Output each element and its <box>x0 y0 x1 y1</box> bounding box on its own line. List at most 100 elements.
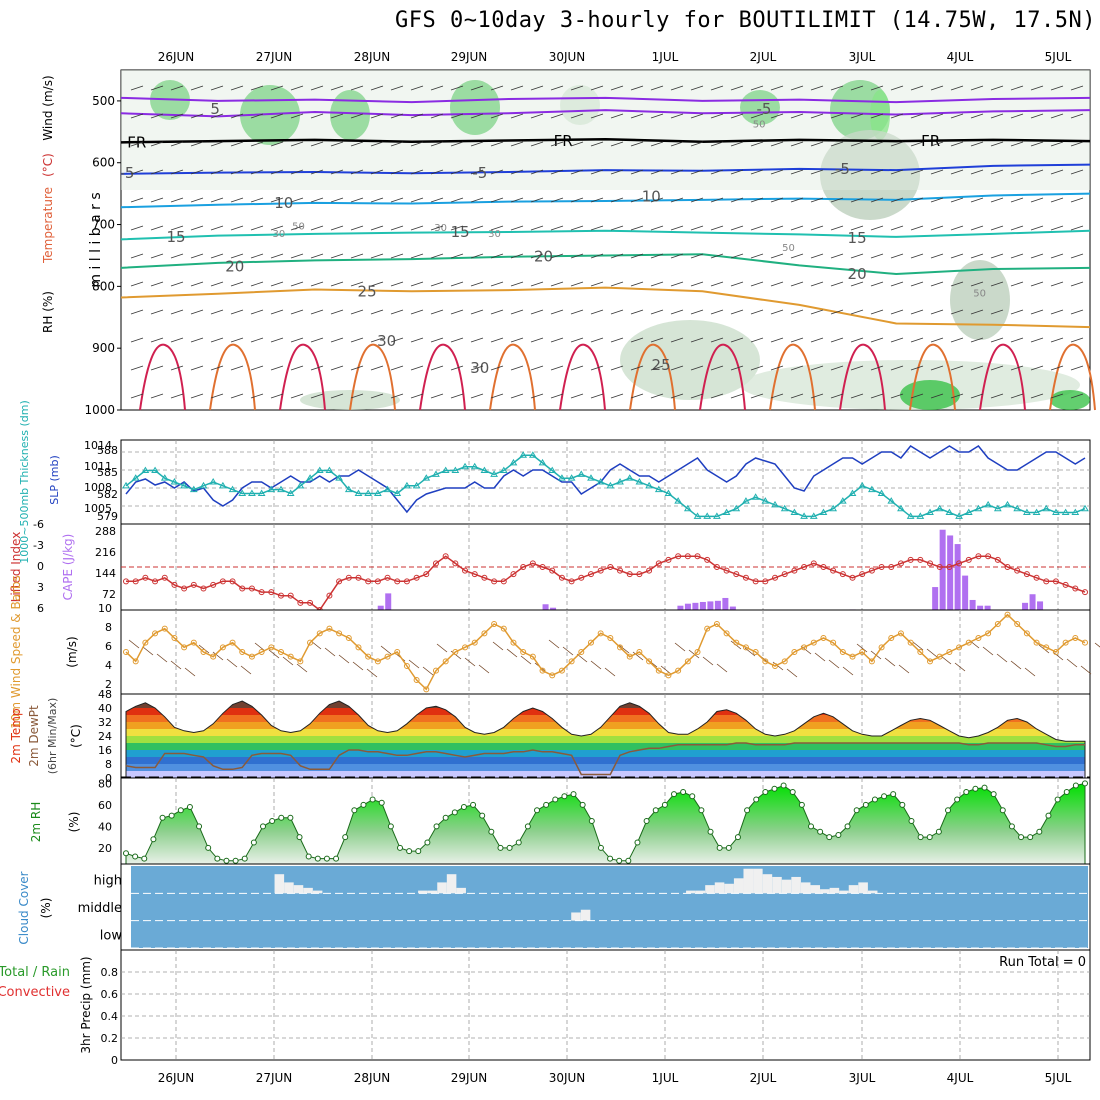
axis-label-li: Lifted Index <box>9 532 23 603</box>
cloud-bar <box>820 889 830 894</box>
wind-barb <box>690 225 704 231</box>
li-line-point <box>403 578 410 585</box>
wind-barb <box>530 281 544 287</box>
wind-barb <box>910 197 924 203</box>
wind-barb <box>210 281 224 287</box>
wind-barb <box>370 85 384 91</box>
wind-barb <box>350 337 364 343</box>
rh2m-point <box>954 796 961 803</box>
wind-barb <box>1010 660 1022 670</box>
wind-barb <box>506 648 518 658</box>
wind-barb <box>1030 281 1044 287</box>
wind-barb <box>1030 365 1044 371</box>
li-line-point <box>597 567 604 574</box>
wind-barb <box>570 309 584 315</box>
wind-barb <box>870 253 884 259</box>
wind-barb <box>1010 365 1024 371</box>
li-line-point <box>297 599 304 606</box>
contour-label: 30 <box>273 229 286 240</box>
contour-label: FR <box>127 133 146 151</box>
cape-bar <box>707 601 714 610</box>
wind-speed-line-point <box>655 667 662 674</box>
li-line-point <box>239 585 246 592</box>
wind-speed-line-point <box>394 649 401 655</box>
wind-barb <box>790 113 804 119</box>
wind-speed-line-point <box>830 639 837 646</box>
wind-speed-line-point <box>520 649 527 655</box>
wind-barb <box>330 309 344 315</box>
wind-barb <box>1050 85 1064 91</box>
thickness-line-point <box>858 481 867 489</box>
wind-barb <box>550 365 564 371</box>
wind-barb <box>230 281 244 287</box>
wind-barb <box>604 667 616 677</box>
wind-barb <box>690 393 704 399</box>
wind-speed-line-point <box>181 644 188 651</box>
li-line-point <box>181 585 188 592</box>
wind-barb <box>290 253 304 259</box>
wind-barb <box>850 141 864 147</box>
li-line-point <box>210 581 217 588</box>
wind-barb <box>436 643 448 653</box>
wind-barb <box>370 197 384 203</box>
li-line-point <box>762 578 769 585</box>
li-line-point <box>219 578 226 585</box>
axis-label-wind: Wind (m/s) <box>41 75 55 140</box>
cloud-bar <box>312 890 323 894</box>
wind-barb <box>530 169 544 175</box>
thickness-line-point <box>315 466 324 474</box>
wind-barb <box>370 365 384 371</box>
isotherm-line <box>839 343 886 411</box>
wind-barb <box>990 225 1004 231</box>
li-line-point <box>665 556 672 563</box>
wind-barb <box>530 141 544 147</box>
axis-label-temp2m: 2m Temp <box>9 708 23 763</box>
cape-bar <box>932 587 939 610</box>
isotherm-line <box>419 343 466 411</box>
wind-barb <box>1030 169 1044 175</box>
wind-barb <box>688 649 700 659</box>
wind-speed-line-point <box>161 625 168 632</box>
wind-barb <box>590 225 604 231</box>
wind-barb <box>430 113 444 119</box>
wind-barb <box>530 337 544 343</box>
wind-barb <box>210 393 224 399</box>
wind-barb <box>390 393 404 399</box>
wind-barb <box>1080 665 1092 675</box>
cloud-bar <box>762 874 773 894</box>
wind-barb <box>230 365 244 371</box>
wind-barb <box>990 309 1004 315</box>
wind-barb <box>674 642 686 652</box>
wind-speed-line-point <box>365 653 372 660</box>
wind-barb <box>790 393 804 399</box>
wind-barb <box>390 281 404 287</box>
wind-barb <box>240 665 252 675</box>
wind-speed-line-point <box>888 635 895 641</box>
wind-speed-line-point <box>307 639 314 646</box>
wind-barb <box>650 393 664 399</box>
wind-barb <box>390 169 404 175</box>
wind-barb <box>810 309 824 315</box>
thickness-line-point <box>122 481 130 489</box>
contour-label: 20 <box>848 265 867 283</box>
wind-barb <box>870 281 884 287</box>
wind-barb <box>1070 225 1084 231</box>
wind-speed-line-point <box>820 635 827 641</box>
li-line <box>126 555 1086 612</box>
wind-barb <box>970 253 984 259</box>
wind-barb <box>1050 169 1064 175</box>
wind-barb <box>410 365 424 371</box>
temp-tick: 24 <box>98 730 112 743</box>
wind-speed-line-point <box>578 649 585 655</box>
wind-barb <box>450 85 464 91</box>
wind-barb <box>550 197 564 203</box>
wind-speed-line-point <box>704 625 711 632</box>
isotherm-line <box>120 286 1091 329</box>
wind-barb <box>430 141 444 147</box>
date-label-top: 30JUN <box>549 50 586 64</box>
thickness-line-point <box>422 474 431 481</box>
wind-barb <box>650 337 664 343</box>
wind-speed-line-point <box>1033 639 1040 646</box>
wind-barb <box>170 660 182 670</box>
rh2m-point <box>734 834 741 841</box>
